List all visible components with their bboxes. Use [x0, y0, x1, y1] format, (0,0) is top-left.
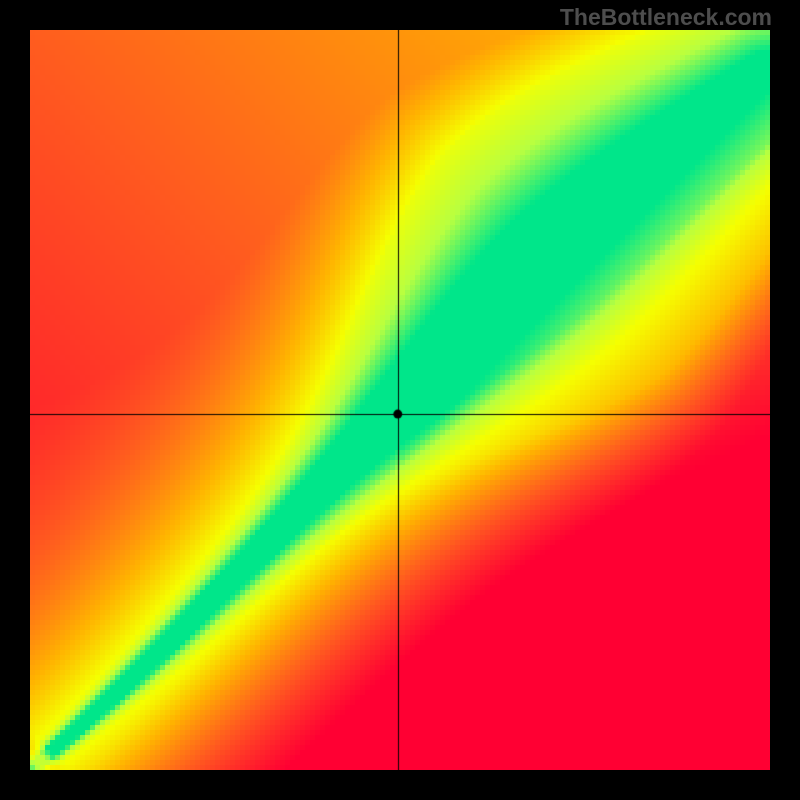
crosshair-overlay — [30, 30, 770, 770]
chart-container: TheBottleneck.com — [0, 0, 800, 800]
watermark-text: TheBottleneck.com — [560, 4, 772, 31]
